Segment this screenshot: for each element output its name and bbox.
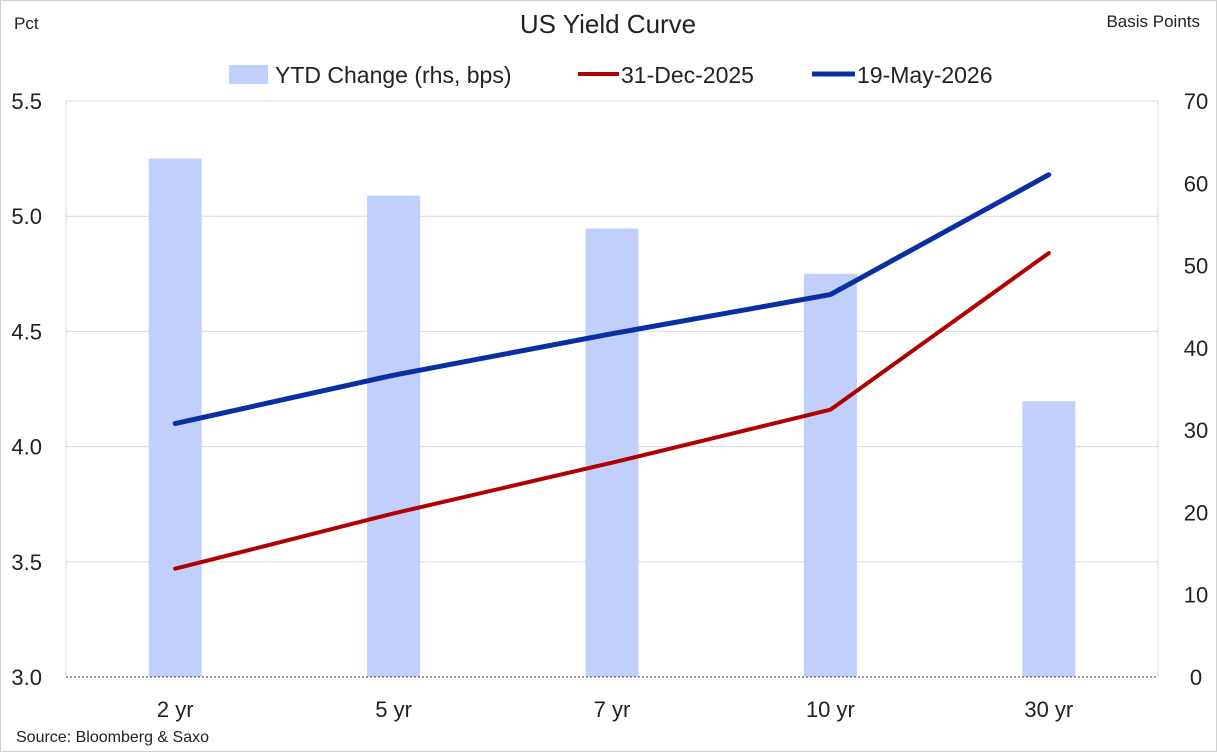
bar-ytd-change <box>803 273 857 677</box>
right-axis-tick-label: 30 <box>1184 418 1208 443</box>
axes: 3.0 3.5 4.0 4.5 5.0 5.5 0 10 20 30 40 50 60 70 2 yr 5 y… <box>11 89 1208 722</box>
right-axis-tick-label: 20 <box>1184 500 1208 525</box>
left-axis-tick-label: 3.0 <box>11 665 42 690</box>
right-axis-tick-label: 60 <box>1184 171 1208 196</box>
right-axis-tick-label: 0 <box>1190 665 1202 690</box>
left-axis-tick-label: 5.0 <box>11 204 42 229</box>
bar-ytd-change <box>585 228 639 678</box>
x-axis-tick-label: 2 yr <box>157 697 194 722</box>
legend: YTD Change (rhs, bps) 31-Dec-2025 19-May… <box>229 62 993 88</box>
legend-label-ytd-change: YTD Change (rhs, bps) <box>275 62 511 88</box>
bar-ytd-change <box>1022 401 1076 677</box>
right-axis-tick-label: 70 <box>1184 89 1208 114</box>
left-axis-tick-label: 5.5 <box>11 89 42 114</box>
left-axis-unit-label: Pct <box>14 14 39 33</box>
line-series <box>172 172 1052 571</box>
legend-swatch-ytd-change <box>229 65 268 84</box>
x-axis-tick-label: 5 yr <box>375 697 412 722</box>
left-axis-tick-label: 4.0 <box>11 435 42 460</box>
left-axis-tick-label: 4.5 <box>11 319 42 344</box>
x-axis-tick-label: 30 yr <box>1024 697 1073 722</box>
chart-title: US Yield Curve <box>520 9 696 39</box>
legend-label-dec-2025: 31-Dec-2025 <box>621 62 754 88</box>
right-axis-tick-label: 50 <box>1184 254 1208 279</box>
source-note: Source: Bloomberg & Saxo <box>16 729 209 746</box>
x-axis-tick-label: 10 yr <box>806 697 855 722</box>
right-axis-tick-label: 10 <box>1184 583 1208 608</box>
legend-label-may-2026: 19-May-2026 <box>857 62 993 88</box>
left-axis-tick-label: 3.5 <box>11 550 42 575</box>
x-axis-tick-label: 7 yr <box>594 697 631 722</box>
bar-ytd-change <box>367 195 421 677</box>
right-axis-unit-label: Basis Points <box>1106 12 1200 31</box>
right-axis-tick-label: 40 <box>1184 336 1208 361</box>
